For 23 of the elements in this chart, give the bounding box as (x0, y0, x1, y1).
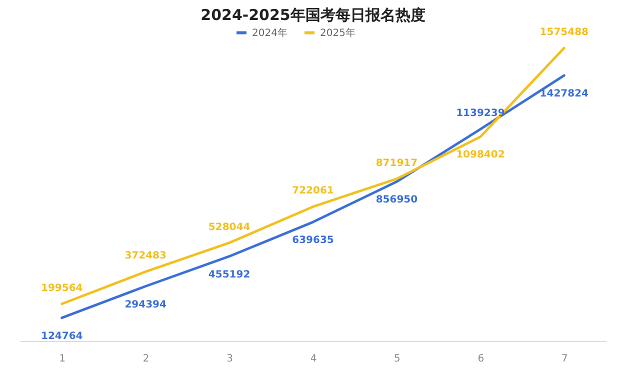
legend-label: 2025年 (320, 26, 356, 39)
x-tick-label: 4 (310, 354, 317, 364)
data-label: 639635 (292, 235, 334, 246)
x-tick-label: 5 (394, 354, 400, 364)
data-label: 124764 (40, 330, 83, 342)
data-label: 294394 (124, 299, 166, 310)
data-label: 1575488 (540, 27, 589, 38)
x-tick-label: 2 (142, 354, 150, 364)
legend-label: 2024年 (252, 26, 288, 39)
data-label: 722061 (292, 186, 334, 197)
data-label: 455192 (208, 269, 250, 280)
x-tick-label: 3 (226, 354, 233, 364)
data-label: 871917 (376, 158, 418, 169)
data-label: 1427824 (540, 88, 589, 100)
data-label: 372483 (124, 250, 166, 262)
chart-title: 2024-2025年国考每日报名热度 (200, 6, 426, 24)
data-label: 528044 (208, 222, 250, 233)
x-tick-label: 7 (561, 354, 568, 364)
data-label: 856950 (376, 194, 418, 206)
data-label: 199564 (40, 282, 83, 294)
data-label: 1098402 (456, 150, 505, 161)
x-tick-label: 1 (59, 354, 66, 364)
x-tick-label: 6 (478, 354, 484, 364)
